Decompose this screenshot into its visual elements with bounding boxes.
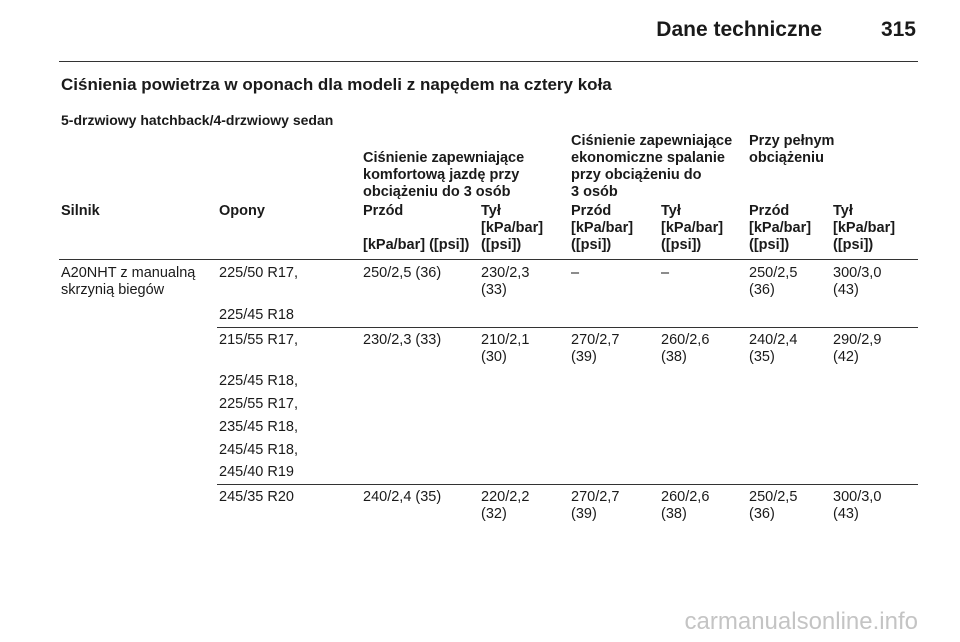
table-rule (59, 259, 918, 260)
pressure-value: 250/2,5 (36) (749, 265, 798, 298)
unit-label: [kPa/bar] ([psi]) (661, 220, 724, 253)
section-subtitle: 5-drzwiowy hatchback/4-drzwiowy sedan (61, 112, 334, 128)
header-rule (59, 61, 918, 62)
watermark: carmanualsonline.info (684, 608, 918, 635)
group-header-eco: Ciśnienie zapewniające ekonomiczne spalan… (571, 133, 733, 200)
pressure-value: 210/2,1 (30) (481, 332, 530, 365)
pressure-value: 300/3,0 (43) (833, 265, 882, 298)
pressure-value: 260/2,6 (38) (661, 489, 710, 522)
tyre-size: 225/55 R17, (219, 396, 299, 412)
pressure-value: 300/3,0 (43) (833, 489, 882, 522)
pressure-value: 250/2,5 (36) (749, 489, 798, 522)
unit-label: [kPa/bar] ([psi]) (481, 220, 544, 253)
pressure-value: 290/2,9 (42) (833, 332, 882, 365)
tyre-size: 225/50 R17, (219, 265, 299, 281)
unit-label: [kPa/bar] ([psi]) (749, 220, 812, 253)
tyre-size: 225/45 R18 (219, 307, 294, 323)
group-header-comfort: Ciśnienie zapewniające komfortową jazdę p… (363, 150, 525, 200)
pressure-value: 260/2,6 (38) (661, 332, 710, 365)
pressure-value: 230/2,3 (33) (481, 265, 530, 298)
tyre-size: 225/45 R18, (219, 373, 299, 389)
tyre-size: 245/40 R19 (219, 464, 294, 480)
column-header-front-comfort: Przód (363, 203, 404, 219)
pressure-value: 230/2,3 (33) (363, 332, 442, 348)
column-header-rear-full: Tył (833, 203, 853, 219)
unit-label: [kPa/bar] ([psi]) (363, 237, 470, 253)
tyre-size: 215/55 R17, (219, 332, 299, 348)
header-title: Dane techniczne (656, 18, 822, 41)
pressure-value: 240/2,4 (35) (749, 332, 798, 365)
pressure-value: – (661, 265, 670, 281)
pressure-value: 220/2,2 (32) (481, 489, 530, 522)
pressure-value: 240/2,4 (35) (363, 489, 442, 505)
pressure-value: 270/2,7 (39) (571, 489, 620, 522)
tyre-size: 235/45 R18, (219, 419, 299, 435)
column-header-rear-comfort: Tył (481, 203, 501, 219)
pressure-value: 270/2,7 (39) (571, 332, 620, 365)
pressure-value: – (571, 265, 580, 281)
page-number: 315 (880, 18, 916, 41)
unit-label: [kPa/bar] ([psi]) (571, 220, 634, 253)
unit-label: [kPa/bar] ([psi]) (833, 220, 896, 253)
tyre-size: 245/45 R18, (219, 442, 299, 458)
group-header-full-load: Przy pełnym obciążeniu (749, 133, 835, 166)
column-header-rear-eco: Tył (661, 203, 681, 219)
column-header-engine: Silnik (61, 203, 100, 219)
column-header-tyres: Opony (219, 203, 265, 219)
pressure-value: 250/2,5 (36) (363, 265, 442, 281)
table-rule (217, 484, 918, 485)
table-rule (217, 327, 918, 328)
column-header-front-full: Przód (749, 203, 790, 219)
column-header-front-eco: Przód (571, 203, 612, 219)
section-title: Ciśnienia powietrza w oponach dla modeli… (61, 75, 612, 94)
engine-cell: A20NHT z manualną skrzynią biegów (61, 265, 196, 298)
tyre-size: 245/35 R20 (219, 489, 294, 505)
